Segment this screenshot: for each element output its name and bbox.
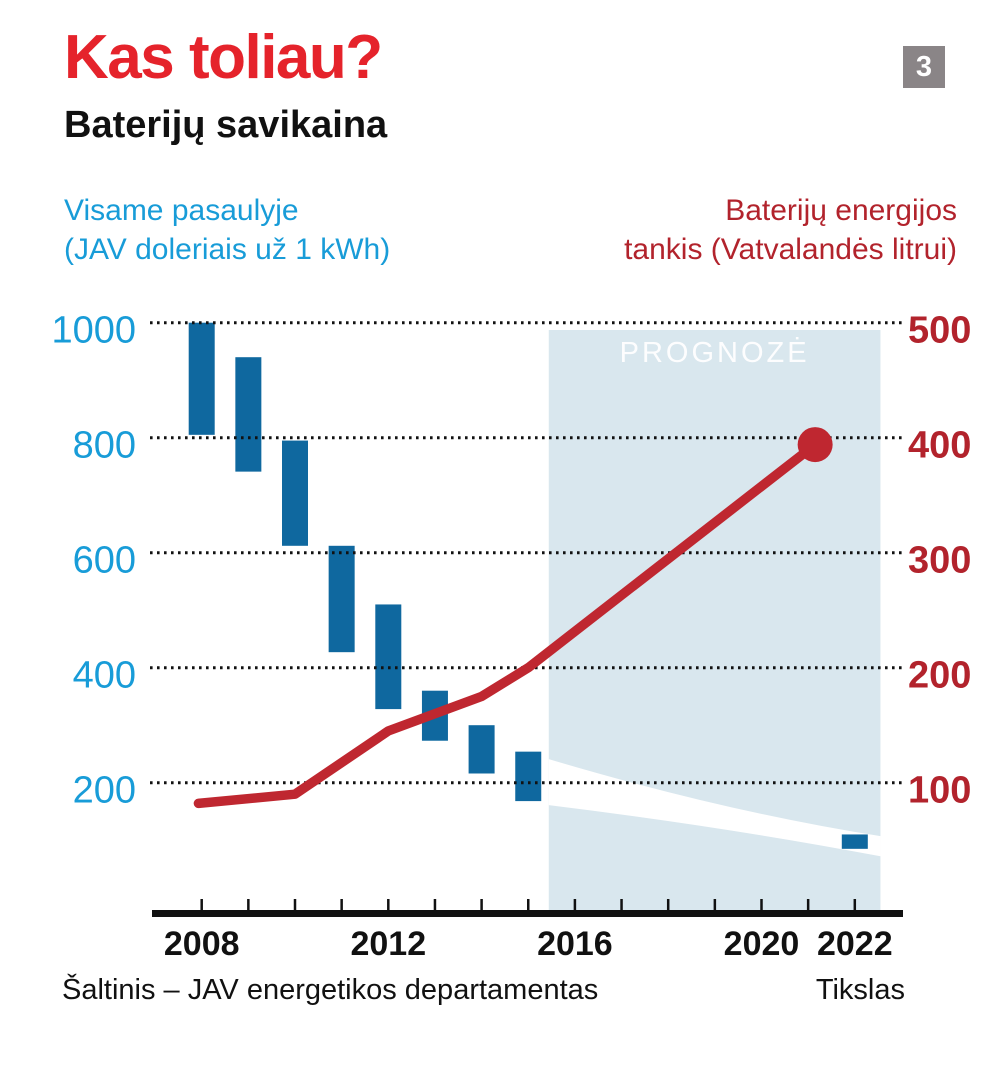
x-axis-year-label: 2008 xyxy=(164,925,240,963)
left-axis-tick-label: 800 xyxy=(73,425,136,467)
cost-range-bar-2015 xyxy=(515,751,542,802)
forecast-cost-band xyxy=(548,759,881,857)
right-axis-tick-label: 300 xyxy=(908,540,971,582)
left-axis-title-line2: (JAV doleriais už 1 kWh) xyxy=(64,233,391,266)
source-note: Šaltinis – JAV energetikos departamentas xyxy=(62,974,599,1006)
cost-range-bar-2008 xyxy=(188,322,215,435)
density-target-dot xyxy=(797,427,833,463)
cost-range-bar-2014 xyxy=(468,725,495,774)
left-axis-title: Visame pasaulyje (JAV doleriais už 1 kWh… xyxy=(64,191,390,269)
x-axis-year-label: 2016 xyxy=(537,925,613,963)
page-subtitle: Baterijų savikaina xyxy=(64,104,388,146)
cost-range-bar-2010 xyxy=(282,440,308,546)
page-number-badge: 3 xyxy=(903,46,945,88)
right-axis-title-line2: tankis (Vatvalandės litrui) xyxy=(624,233,957,266)
x-axis-year-label: 2022 xyxy=(817,925,893,963)
density-line xyxy=(193,439,820,809)
cost-range-bar-2012 xyxy=(375,604,402,710)
x-axis xyxy=(152,910,903,917)
cost-range-bar-2022 xyxy=(841,834,868,849)
cost-range-bar-2011 xyxy=(328,545,355,653)
left-axis-tick-label: 400 xyxy=(73,655,136,697)
right-axis-tick-label: 400 xyxy=(908,425,971,467)
left-axis-tick-label: 1000 xyxy=(51,310,136,352)
right-axis-tick-label: 200 xyxy=(908,655,971,697)
left-axis-tick-label: 600 xyxy=(73,540,136,582)
target-label: Tikslas xyxy=(815,974,905,1006)
left-axis-tick-label: 200 xyxy=(73,770,136,812)
left-axis-title-line1: Visame pasaulyje xyxy=(64,194,299,227)
page-title: Kas toliau? xyxy=(64,23,383,92)
x-axis-year-label: 2020 xyxy=(724,925,800,963)
x-axis-year-label: 2012 xyxy=(350,925,426,963)
cost-range-bar-2009 xyxy=(235,357,262,472)
right-axis-title-line1: Baterijų energijos xyxy=(725,194,957,227)
right-axis-tick-label: 500 xyxy=(908,310,971,352)
forecast-label: PROGNOZĖ xyxy=(620,336,810,369)
right-axis-title: Baterijų energijos tankis (Vatvalandės l… xyxy=(624,191,957,269)
right-axis-tick-label: 100 xyxy=(908,770,971,812)
